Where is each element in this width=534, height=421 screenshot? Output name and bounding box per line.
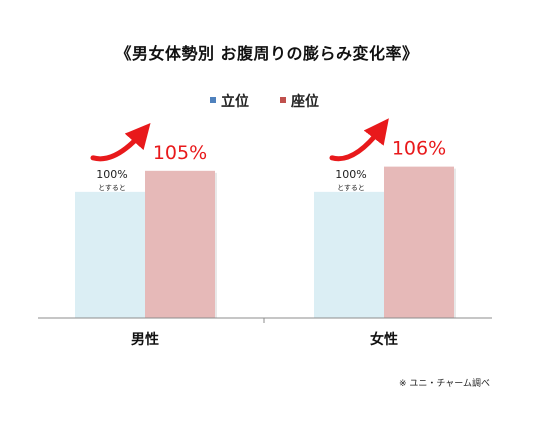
- category-label-1: 男性: [131, 331, 159, 348]
- baseline-sublabel-2: とすると: [337, 184, 365, 192]
- bar-sitting-2: [384, 166, 454, 318]
- legend-swatch-1: [210, 97, 216, 103]
- bar-sitting-1: [145, 170, 215, 318]
- bar-standing-2: [314, 191, 384, 318]
- category-label-2: 女性: [370, 331, 398, 348]
- baseline-label-2: 100%: [335, 168, 366, 181]
- increase-label-2: 106%: [392, 138, 446, 160]
- baseline-label-1: 100%: [96, 168, 127, 181]
- increase-arrow-1: [90, 123, 151, 162]
- increase-label-1: 105%: [153, 142, 207, 164]
- bar-standing-1: [75, 191, 145, 318]
- baseline-sublabel-1: とすると: [98, 184, 126, 192]
- increase-arrow-2: [329, 118, 389, 162]
- chart-title: 《男女体勢別 お腹周りの膨らみ変化率》: [115, 44, 419, 63]
- legend-label-1: 立位: [221, 93, 249, 110]
- legend-label-2: 座位: [291, 93, 319, 110]
- legend-swatch-2: [280, 97, 286, 103]
- source-note: ※ ユニ・チャーム調べ: [398, 379, 490, 389]
